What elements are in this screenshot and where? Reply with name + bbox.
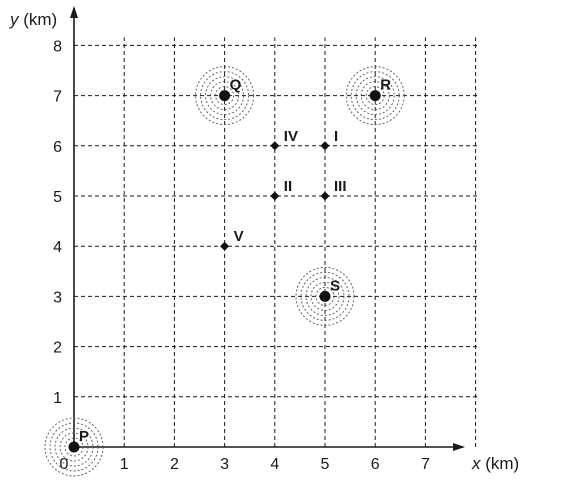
- y-tick-label: 1: [53, 390, 62, 407]
- grid: [74, 37, 480, 447]
- station-ring: [355, 76, 395, 116]
- station-ring: [345, 66, 405, 126]
- point-ii-label: II: [284, 178, 292, 195]
- x-axis-var: x: [471, 454, 481, 473]
- station-ring: [200, 71, 250, 121]
- y-tick-label: 4: [53, 239, 62, 256]
- axes: [70, 6, 465, 451]
- station-ring: [360, 81, 390, 111]
- point-i-label: I: [334, 128, 338, 145]
- station-ring: [205, 76, 245, 116]
- x-tick-label: 2: [170, 456, 179, 473]
- x-axis-label: x (km): [471, 454, 519, 473]
- station-ring: [310, 281, 340, 311]
- station-ring: [195, 66, 255, 126]
- y-axis-arrow: [70, 6, 78, 18]
- station-ring: [315, 286, 335, 306]
- station-ring: [59, 432, 89, 462]
- y-tick-label: 2: [53, 340, 62, 357]
- station-ring: [350, 71, 400, 121]
- station-p-label: P: [79, 428, 89, 445]
- y-axis-label: y (km): [9, 10, 57, 29]
- y-tick-label: 5: [53, 189, 62, 206]
- data-marks: [68, 90, 381, 453]
- station-r-marker: [369, 90, 381, 102]
- x-tick-label: 1: [120, 456, 129, 473]
- point-v-label: V: [234, 228, 244, 245]
- point-ii-marker: [270, 191, 280, 201]
- station-ring: [305, 276, 345, 316]
- x-tick-label: 5: [321, 456, 330, 473]
- y-tick-label: 6: [53, 139, 62, 156]
- x-tick-label: 6: [371, 456, 380, 473]
- station-ring: [300, 271, 350, 321]
- point-iii-marker: [320, 191, 330, 201]
- station-s-marker: [319, 290, 331, 302]
- tick-labels: 0 1 2 3 4 5 6 7 1 2 3 4 5 6 7 8: [53, 38, 430, 473]
- x-tick-label: 4: [270, 456, 279, 473]
- station-s-label: S: [330, 277, 340, 294]
- station-ring: [44, 417, 104, 477]
- point-i-marker: [320, 141, 330, 151]
- x-tick-label: 0: [60, 456, 69, 473]
- station-q-marker: [219, 90, 231, 102]
- y-tick-label: 3: [53, 289, 62, 306]
- y-tick-label: 7: [53, 89, 62, 106]
- station-ring: [365, 86, 385, 106]
- station-ring: [54, 427, 94, 467]
- station-rings: [44, 66, 405, 477]
- station-p-marker: [68, 441, 80, 453]
- point-v-marker: [220, 241, 230, 251]
- point-iii-label: III: [334, 178, 347, 195]
- station-ring: [215, 86, 235, 106]
- x-tick-label: 7: [421, 456, 430, 473]
- station-ring: [210, 81, 240, 111]
- station-ring: [295, 266, 355, 326]
- station-ring: [49, 422, 99, 472]
- station-ring: [64, 437, 84, 457]
- y-tick-label: 8: [53, 38, 62, 55]
- station-q-label: Q: [230, 77, 242, 94]
- x-axis-arrow: [453, 443, 465, 451]
- x-tick-label: 3: [220, 456, 229, 473]
- x-axis-unit: (km): [481, 454, 520, 473]
- point-iv-label: IV: [284, 128, 298, 145]
- y-axis-var: y: [9, 10, 20, 29]
- point-iv-marker: [270, 141, 280, 151]
- station-r-label: R: [380, 77, 391, 94]
- y-axis-unit: (km): [19, 10, 58, 29]
